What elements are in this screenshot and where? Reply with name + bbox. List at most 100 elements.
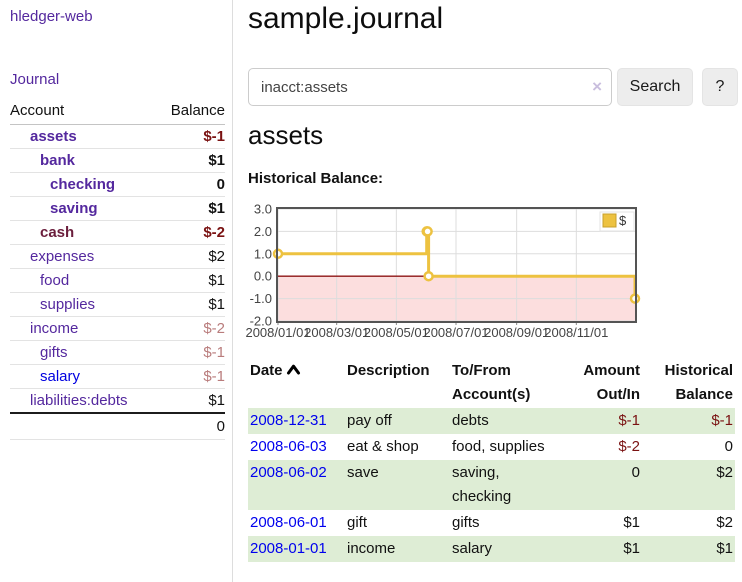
clear-icon[interactable]: × [592, 77, 602, 96]
account-row: salary $-1 [10, 364, 225, 389]
tx-date-link[interactable]: 2008-06-02 [250, 464, 327, 481]
tx-balance: $-1 [711, 412, 733, 429]
tx-date-link[interactable]: 2008-06-01 [250, 514, 327, 531]
account-row: food $1 [10, 268, 225, 293]
sidebar-item-journal[interactable]: Journal [10, 71, 60, 88]
account-row: cash $-2 [10, 220, 225, 245]
search-input[interactable] [248, 68, 612, 106]
tx-balance: $2 [716, 464, 733, 481]
accounts-total-value: 0 [157, 412, 225, 440]
account-link[interactable]: salary [40, 368, 81, 385]
app-title-link[interactable]: hledger-web [10, 8, 93, 25]
tx-accounts: salary [452, 540, 493, 557]
x-axis-tick-label: 2008/09/01 [484, 325, 549, 340]
account-row: saving $1 [10, 196, 225, 221]
tx-date-link[interactable]: 2008-01-01 [250, 540, 327, 557]
tx-accounts: saving, checking [452, 464, 512, 505]
tx-amount: $-1 [618, 412, 640, 429]
tx-row: 2008-06-03 eat & shop food, supplies $-2 0 [248, 434, 735, 460]
account-row: gifts $-1 [10, 340, 225, 365]
tx-header-balance: Historical Balance [664, 362, 733, 403]
account-row: income $-2 [10, 316, 225, 341]
account-balance: 0 [157, 172, 225, 197]
tx-amount: $1 [623, 514, 640, 531]
tx-date-link[interactable]: 2008-06-03 [250, 438, 327, 455]
account-link[interactable]: checking [50, 176, 116, 193]
account-link[interactable]: assets [30, 128, 77, 145]
account-balance: $-2 [157, 316, 225, 341]
tx-description: save [347, 464, 379, 481]
account-link[interactable]: saving [50, 200, 98, 217]
tx-amount: 0 [631, 464, 640, 481]
account-row: expenses $2 [10, 244, 225, 269]
search-field-wrap: × [248, 68, 612, 106]
tx-row: 2008-06-01 gift gifts $1 $2 [248, 510, 735, 536]
tx-balance: 0 [724, 438, 733, 455]
y-axis-tick-label: 0.0 [254, 269, 272, 284]
account-link[interactable]: bank [40, 152, 76, 169]
account-balance: $1 [208, 392, 225, 409]
sidebar: hledger-web Journal Account Balance asse… [0, 0, 233, 582]
account-link[interactable]: food [40, 272, 70, 289]
y-axis-tick-label: -2.0 [250, 314, 272, 329]
tx-description: eat & shop [347, 438, 419, 455]
x-axis-tick-label: 2008/05/01 [364, 325, 429, 340]
legend-label: $ [619, 213, 627, 228]
tx-row: 2008-01-01 income salary $1 $1 [248, 536, 735, 562]
x-axis-tick-label: 2008/11/01 [544, 325, 608, 340]
account-heading: assets [248, 120, 324, 150]
page-title: sample.journal [248, 2, 444, 35]
tx-balance: $1 [716, 540, 733, 557]
sort-asc-icon [286, 360, 301, 384]
y-axis-tick-label: -1.0 [250, 291, 272, 306]
account-link[interactable]: income [30, 320, 79, 337]
account-balance: $1 [157, 268, 225, 293]
balance-chart-svg: $3.0 2.0 1.0 0.0 -1.0 -2.02008/01/012008/03/0… [245, 202, 641, 340]
y-axis-tick-label: 2.0 [254, 224, 272, 239]
account-row: liabilities:debts $1 [10, 389, 225, 414]
account-link[interactable]: gifts [40, 344, 68, 361]
tx-description: gift [347, 514, 368, 531]
tx-amount: $1 [623, 540, 640, 557]
account-balance: $2 [157, 244, 225, 269]
tx-accounts: food, supplies [452, 438, 545, 455]
tx-description: pay off [347, 412, 392, 429]
data-point-marker [423, 270, 434, 282]
tx-balance: $2 [716, 514, 733, 531]
accounts-total-row: 0 [10, 412, 225, 440]
accounts-table-body: assets $-1 bank $1 checking 0 saving $1 cash $-2 e… [10, 124, 225, 414]
account-balance: $-2 [157, 220, 225, 245]
account-row: checking 0 [10, 172, 225, 197]
tx-description: income [347, 540, 396, 557]
transactions-table: Date Description To/From Account(s) Amou… [248, 358, 735, 562]
tx-accounts: debts [452, 412, 489, 429]
tx-header-description: Description [347, 362, 430, 379]
tx-row: 2008-06-02 save saving, checking 0 $2 [248, 460, 735, 510]
account-row: assets $-1 [10, 124, 225, 149]
account-link[interactable]: liabilities:debts [30, 392, 128, 409]
account-balance: $-1 [157, 124, 225, 149]
y-axis-tick-label: 1.0 [254, 246, 272, 261]
accounts-table: Account Balance assets $-1 bank $1 checking 0… [10, 98, 225, 440]
account-balance: $1 [157, 196, 225, 221]
tx-header-date[interactable]: Date [248, 358, 345, 408]
balance-chart: $3.0 2.0 1.0 0.0 -1.0 -2.0 2008/01/01 2008/03/0… [245, 202, 742, 348]
accounts-header-balance: Balance [157, 98, 225, 125]
tx-date-link[interactable]: 2008-12-31 [250, 412, 327, 429]
account-row: bank $1 [10, 148, 225, 173]
chart-title: Historical Balance: [248, 170, 384, 187]
y-axis-tick-label: 3.0 [254, 202, 272, 217]
tx-header-amount: Amount Out/In [583, 362, 640, 403]
account-row: supplies $1 [10, 292, 225, 317]
search-button[interactable]: Search [617, 68, 693, 106]
data-point-marker [422, 226, 433, 237]
account-link[interactable]: supplies [40, 296, 96, 313]
account-link[interactable]: cash [40, 224, 75, 241]
account-link[interactable]: expenses [30, 248, 95, 265]
x-axis-tick-label: 2008/01/01 [245, 325, 310, 340]
help-button[interactable]: ? [702, 68, 738, 106]
legend-swatch [602, 213, 617, 228]
account-balance: $1 [157, 292, 225, 317]
accounts-header-account: Account [10, 98, 158, 125]
